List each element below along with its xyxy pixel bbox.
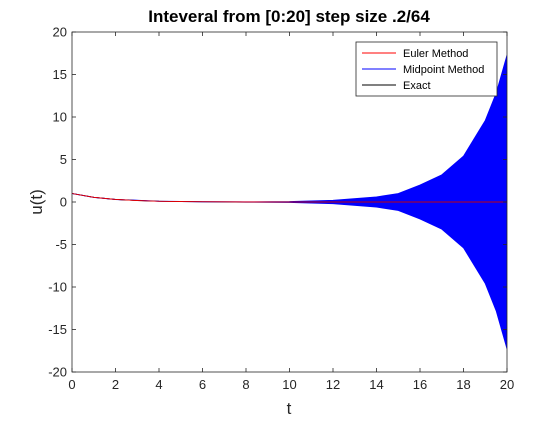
y-tick-label: 15: [53, 67, 67, 82]
legend: Euler Method Midpoint Method Exact: [355, 41, 498, 97]
y-axis-label: u(t): [27, 189, 46, 215]
y-tick-label: -15: [48, 322, 67, 337]
x-tick-label: 8: [242, 377, 249, 392]
y-tick-label: 20: [53, 25, 67, 40]
x-axis-label: t: [287, 399, 292, 418]
x-tick-label: 12: [326, 377, 340, 392]
x-tick-label: 4: [155, 377, 162, 392]
x-tick-label: 2: [112, 377, 119, 392]
chart-title: Inteveral from [0:20] step size .2/64: [148, 7, 430, 26]
x-tick-label: 10: [282, 377, 296, 392]
axes: 0 2 4 6 8 10 12 14 16 18 20 -20 -15 -10 -5 0 5 10 15 20: [48, 25, 514, 393]
series-euler-method-line: [72, 193, 507, 203]
x-tick-label: 16: [413, 377, 427, 392]
y-tick-label: 0: [60, 195, 67, 210]
x-tick-label: 20: [500, 377, 514, 392]
y-tick-label: 5: [60, 152, 67, 167]
y-tick-label: 10: [53, 110, 67, 125]
x-tick-label: 18: [456, 377, 470, 392]
x-tick-label: 6: [199, 377, 206, 392]
y-tick-label: -20: [48, 365, 67, 380]
plot-series: [72, 54, 507, 350]
legend-label-euler-method: Euler Method: [403, 48, 468, 60]
x-tick-label: 0: [68, 377, 75, 392]
legend-label-midpoint-method: Midpoint Method: [403, 64, 484, 76]
legend-label-exact: Exact: [403, 80, 431, 92]
y-tick-label: -5: [55, 237, 67, 252]
y-tick-label: -10: [48, 280, 67, 295]
x-tick-label: 14: [369, 377, 383, 392]
